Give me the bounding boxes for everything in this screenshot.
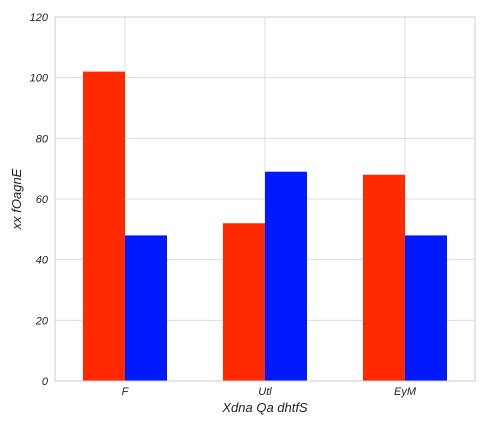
x-tick-label: EyM bbox=[394, 386, 417, 398]
y-tick-label: 120 bbox=[30, 12, 49, 24]
x-axis-label: Xdna Qa dhtfS bbox=[221, 400, 308, 415]
x-tick-label: Utl bbox=[258, 386, 272, 398]
bar-series2-EyM bbox=[405, 235, 447, 381]
y-tick-labels: 0 20 40 60 80 100 120 bbox=[30, 12, 49, 388]
y-tick-label: 0 bbox=[42, 376, 49, 388]
x-tick-label: F bbox=[122, 386, 130, 398]
bar-series1-EyM bbox=[363, 174, 405, 381]
y-tick-label: 60 bbox=[36, 194, 49, 206]
y-tick-label: 80 bbox=[36, 133, 49, 145]
bar-series1-F bbox=[83, 71, 125, 381]
bars bbox=[83, 71, 447, 381]
bar-series1-Utl bbox=[223, 223, 265, 381]
bar-series2-F bbox=[125, 235, 167, 381]
x-tick-labels: F Utl EyM bbox=[122, 386, 417, 398]
bar-series2-Utl bbox=[265, 171, 307, 381]
y-tick-label: 40 bbox=[36, 255, 49, 267]
y-tick-label: 20 bbox=[35, 315, 49, 327]
y-axis-label: xx fOagnE bbox=[9, 168, 24, 230]
plot-area-frame bbox=[54, 16, 476, 382]
y-tick-label: 100 bbox=[30, 73, 49, 85]
